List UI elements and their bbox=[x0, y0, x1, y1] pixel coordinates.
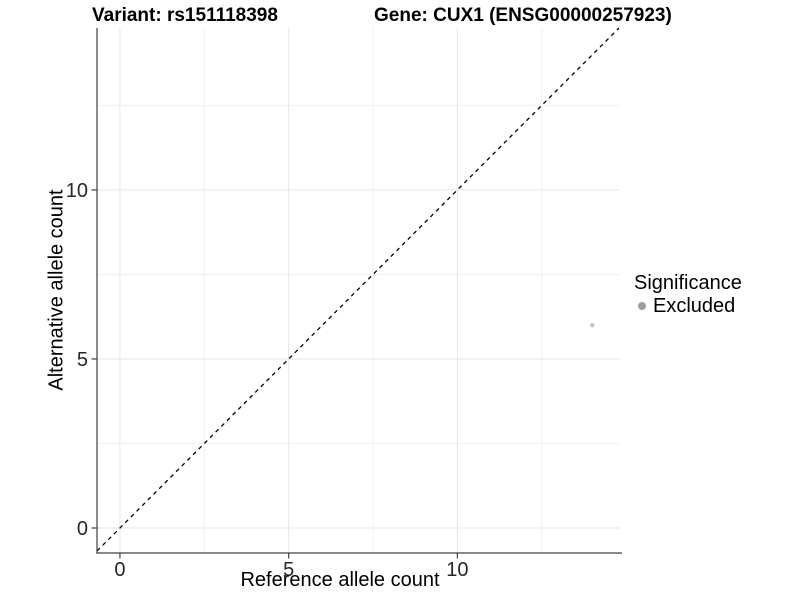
gene-title: Gene: CUX1 (ENSG00000257923) bbox=[374, 5, 672, 26]
y-tick-label: 10 bbox=[66, 180, 88, 202]
x-axis-title: Reference allele count bbox=[240, 569, 440, 591]
legend-item-excluded: Excluded bbox=[634, 295, 742, 317]
y-tick-label: 0 bbox=[77, 518, 88, 540]
y-tick-label: 5 bbox=[77, 349, 88, 371]
data-point bbox=[590, 322, 595, 328]
x-tick-label: 0 bbox=[114, 559, 125, 581]
variant-title: Variant: rs151118398 bbox=[92, 5, 278, 26]
legend: Significance Excluded bbox=[634, 272, 742, 317]
legend-key-dot-icon bbox=[638, 302, 646, 310]
legend-item-label: Excluded bbox=[653, 295, 736, 317]
y-axis-title: Alternative allele count bbox=[45, 189, 68, 391]
x-tick-label: 5 bbox=[283, 559, 294, 581]
x-tick-label: 10 bbox=[446, 559, 468, 581]
legend-title: Significance bbox=[634, 272, 742, 294]
identity-line bbox=[96, 27, 620, 552]
